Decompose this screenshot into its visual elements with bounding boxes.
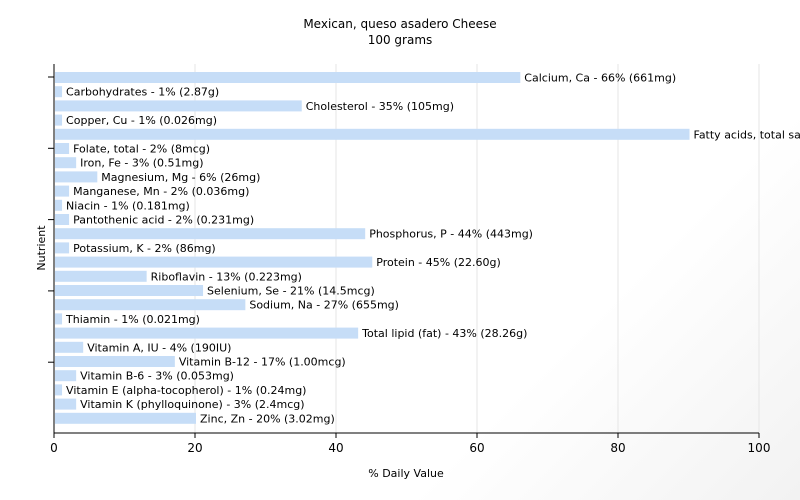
bar	[55, 171, 98, 183]
bar-label: Potassium, K - 2% (86mg)	[73, 242, 216, 255]
y-axis-title: Nutrient	[35, 225, 48, 271]
bar-label: Niacin - 1% (0.181mg)	[66, 199, 190, 212]
bar	[55, 114, 63, 126]
bar	[55, 412, 196, 424]
bar-label: Folate, total - 2% (8mcg)	[73, 143, 210, 156]
bar	[55, 270, 147, 282]
bar	[55, 100, 302, 112]
x-tick-label: 80	[610, 441, 625, 455]
bar-label: Carbohydrates - 1% (2.87g)	[66, 86, 219, 99]
bar-label: Manganese, Mn - 2% (0.036mg)	[73, 185, 249, 198]
bar	[55, 313, 63, 325]
bar-label: Total lipid (fat) - 43% (28.26g)	[361, 327, 527, 340]
x-tick-label: 0	[50, 441, 58, 455]
grid-lines	[194, 64, 760, 433]
bar	[55, 214, 70, 225]
bar	[55, 384, 63, 396]
bar	[55, 370, 77, 382]
bar	[55, 341, 84, 353]
bar-label: Phosphorus, P - 44% (443mg)	[369, 228, 533, 241]
bar-label: Vitamin A, IU - 4% (190IU)	[87, 341, 231, 354]
bar-label: Selenium, Se - 21% (14.5mcg)	[207, 285, 375, 298]
bar	[55, 242, 70, 254]
x-tick-label: 40	[328, 441, 343, 455]
x-axis-title: % Daily Value	[368, 467, 444, 480]
bar-label: Vitamin K (phylloquinone) - 3% (2.4mcg)	[80, 398, 304, 411]
bar-labels: Calcium, Ca - 66% (661mg) Carbohydrates -…	[65, 72, 800, 426]
bar-label: Iron, Fe - 3% (0.51mg)	[80, 157, 203, 170]
bar	[55, 128, 690, 140]
bar-label: Protein - 45% (22.60g)	[376, 256, 501, 269]
bar	[55, 285, 204, 296]
chart-subtitle: 100 grams	[367, 33, 433, 47]
bar-label: Calcium, Ca - 66% (661mg)	[524, 72, 676, 85]
x-tick-label: 20	[187, 441, 202, 455]
bar	[55, 185, 70, 197]
bar	[55, 72, 521, 83]
bar-label: Vitamin E (alpha-tocopherol) - 1% (0.24m…	[66, 384, 306, 397]
bar	[55, 398, 77, 410]
bar-label: Cholesterol - 35% (105mg)	[306, 100, 454, 113]
bar	[55, 256, 373, 268]
x-tick-label: 60	[469, 441, 484, 455]
axes: 0 20 40 60 80 100	[48, 64, 770, 455]
bar-label: Sodium, Na - 27% (655mg)	[249, 299, 399, 312]
bar	[55, 299, 246, 311]
bar	[55, 143, 70, 154]
bar-label: Thiamin - 1% (0.021mg)	[65, 313, 200, 326]
bar-label: Vitamin B-6 - 3% (0.053mg)	[80, 370, 234, 383]
bar	[55, 356, 175, 367]
bar	[55, 228, 366, 240]
bar-label: Magnesium, Mg - 6% (26mg)	[101, 171, 260, 184]
bar	[55, 157, 77, 169]
bar-label: Zinc, Zn - 20% (3.02mg)	[200, 412, 335, 425]
x-tick-label: 100	[748, 441, 771, 455]
chart-title: Mexican, queso asadero Cheese	[303, 17, 497, 31]
bar	[55, 199, 63, 211]
bar	[55, 327, 359, 339]
bar	[55, 86, 63, 98]
bar-label: Riboflavin - 13% (0.223mg)	[151, 270, 302, 283]
bar-label: Copper, Cu - 1% (0.026mg)	[66, 114, 217, 127]
bar-label: Fatty acids, total saturated - 90% (17.9…	[694, 128, 800, 141]
chart-title-block: Mexican, queso asadero Cheese 100 grams	[0, 16, 800, 48]
bars	[55, 72, 690, 424]
bar-label: Pantothenic acid - 2% (0.231mg)	[73, 214, 254, 227]
bar-label: Vitamin B-12 - 17% (1.00mcg)	[179, 356, 346, 369]
